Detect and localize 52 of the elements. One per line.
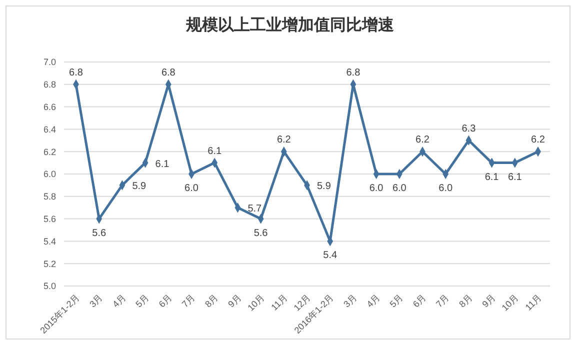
data-label: 6.1 [508,172,522,183]
x-tick-label: 9月 [480,292,498,310]
data-label: 5.6 [92,228,106,239]
x-tick-label: 10月 [246,292,266,313]
data-label: 6.8 [69,67,84,78]
x-tick-label: 6月 [156,292,174,310]
data-label: 5.9 [132,181,147,192]
y-tick-label: 5.4 [43,236,56,246]
data-label: 6.1 [208,146,222,157]
x-tick-label: 5月 [388,292,405,310]
data-label: 6.2 [531,134,546,146]
y-tick-label: 5.2 [43,258,56,269]
data-label: 6.0 [369,183,384,194]
x-tick-label: 3月 [342,292,359,310]
y-tick-label: 5.0 [43,281,56,292]
data-label: 6.2 [416,134,430,146]
y-tick-label: 6.0 [43,169,56,180]
x-tick-label: 11月 [523,292,544,312]
data-label: 6.8 [346,67,361,78]
data-label: 5.9 [317,181,332,192]
chart-title: 规模以上工业增加值同比增速 [185,16,395,34]
x-tick-label: 8月 [203,292,220,310]
x-tick-label: 9月 [226,292,244,310]
y-tick-label: 6.2 [43,146,56,157]
x-tick-label: 10月 [500,292,520,313]
y-tick-label: 7.0 [43,57,56,68]
x-tick-label: 11月 [269,292,290,312]
data-label: 6.2 [276,134,292,146]
x-tick-label: 12月 [292,292,312,313]
x-tick-label: 8月 [457,292,474,310]
data-label: 6.1 [155,158,170,170]
data-label: 6.0 [392,183,407,194]
y-tick-label: 6.6 [43,102,56,112]
x-tick-label: 4月 [110,292,128,310]
y-tick-label: 5.6 [43,214,56,224]
x-tick-label: 5月 [134,292,151,310]
x-tick-label: 4月 [364,292,382,310]
data-label: 5.4 [323,250,338,262]
y-tick-label: 5.8 [43,192,56,202]
data-label: 5.7 [248,204,262,215]
x-tick-label: 7月 [180,292,197,310]
x-tick-label: 3月 [88,292,105,310]
data-label: 6.0 [184,183,199,194]
data-label: 6.8 [161,67,176,78]
data-label: 6.1 [484,172,500,183]
data-label: 5.6 [254,228,268,239]
x-tick-label: 7月 [434,292,452,310]
data-label: 6.0 [438,183,453,194]
x-tick-label: 6月 [410,292,428,310]
data-label: 6.3 [462,123,476,134]
y-tick-label: 6.4 [43,124,56,134]
y-tick-label: 6.8 [43,80,56,90]
